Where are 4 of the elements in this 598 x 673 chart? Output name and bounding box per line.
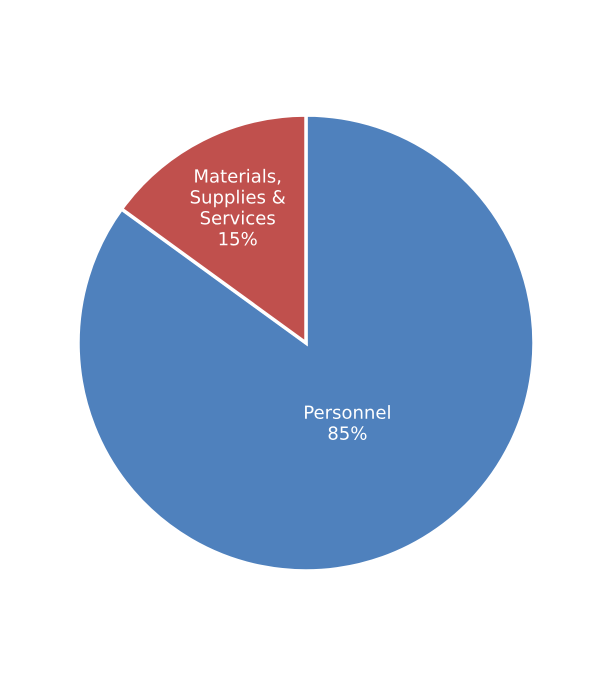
- data-label: 15%: [220, 232, 257, 246]
- slice-label: Materials, Supplies & Services: [190, 168, 286, 225]
- slice-label: Personnel: [305, 405, 390, 420]
- data-label: 85%: [328, 426, 366, 440]
